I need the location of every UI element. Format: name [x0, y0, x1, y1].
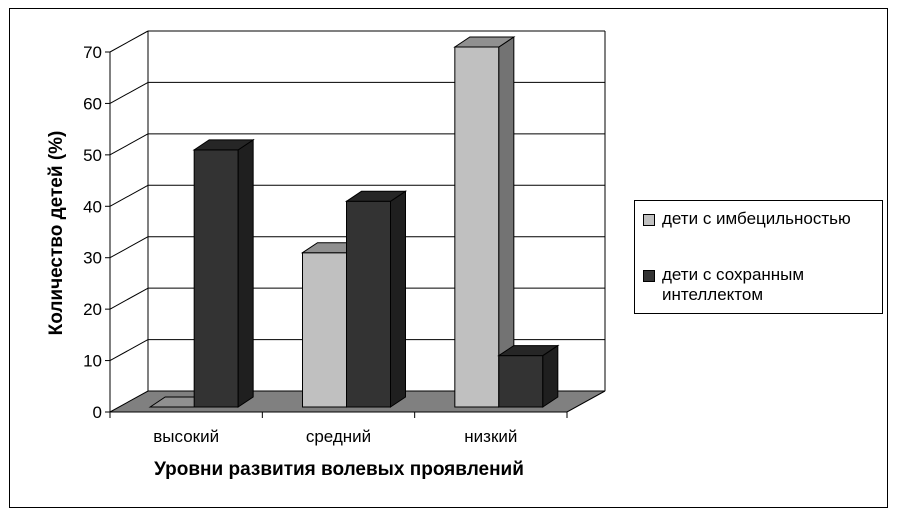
bar-front — [454, 46, 500, 408]
legend-item-series-1: дети с имбецильностью — [643, 209, 851, 229]
bar-top — [192, 139, 255, 151]
chart-frame — [9, 8, 888, 508]
bar-side — [390, 190, 406, 408]
x-tick-label: низкий — [464, 427, 517, 446]
y-tick-label: 40 — [83, 197, 102, 216]
legend-swatch — [643, 270, 655, 282]
gridline-side — [109, 30, 149, 53]
bar — [453, 36, 516, 408]
y-tick-label: 0 — [93, 403, 102, 422]
y-tick-label: 10 — [83, 352, 102, 371]
axes: 0 10 20 30 40 50 60 70 высокий средний низкий — [83, 43, 568, 446]
bar-front — [193, 149, 239, 408]
gridline-side — [109, 81, 149, 104]
bar — [344, 190, 408, 408]
bar-side — [542, 344, 559, 408]
bar-top — [344, 190, 408, 202]
bar — [497, 344, 560, 408]
x-tick-label: высокий — [153, 427, 219, 446]
bar-side — [237, 138, 254, 408]
legend: дети с имбецильностью дети с сохранным и… — [634, 200, 883, 314]
x-tick-label: средний — [306, 427, 371, 446]
bar-front — [346, 200, 391, 408]
y-axis-title: Количество детей (%) — [46, 131, 67, 336]
gridline-side — [109, 339, 149, 362]
gridline-side — [109, 287, 149, 310]
y-tick-label: 30 — [83, 249, 102, 268]
legend-swatch — [643, 214, 655, 226]
legend-label: дети с сохранным интеллектом — [662, 265, 805, 304]
gridline-side — [109, 184, 149, 207]
bar-front — [302, 252, 347, 408]
x-axis-title: Уровни развития волевых проявлений — [154, 459, 524, 480]
y-tick-label: 50 — [83, 146, 102, 165]
y-tick-label: 20 — [83, 300, 102, 319]
gridline-side — [109, 133, 149, 156]
y-tick-label: 70 — [83, 43, 102, 62]
bar — [192, 138, 255, 408]
legend-item-series-2: дети с сохранным интеллектом — [643, 265, 882, 305]
bars — [148, 36, 560, 408]
y-tick-label: 60 — [83, 94, 102, 113]
axis-labels: Уровни развития волевых проявлений Колич… — [46, 131, 524, 480]
bar-top — [497, 345, 560, 357]
bar-top — [453, 36, 516, 48]
gridline-side — [109, 236, 149, 259]
bar-front — [498, 355, 544, 408]
legend-label: дети с имбецильностью — [662, 209, 851, 228]
